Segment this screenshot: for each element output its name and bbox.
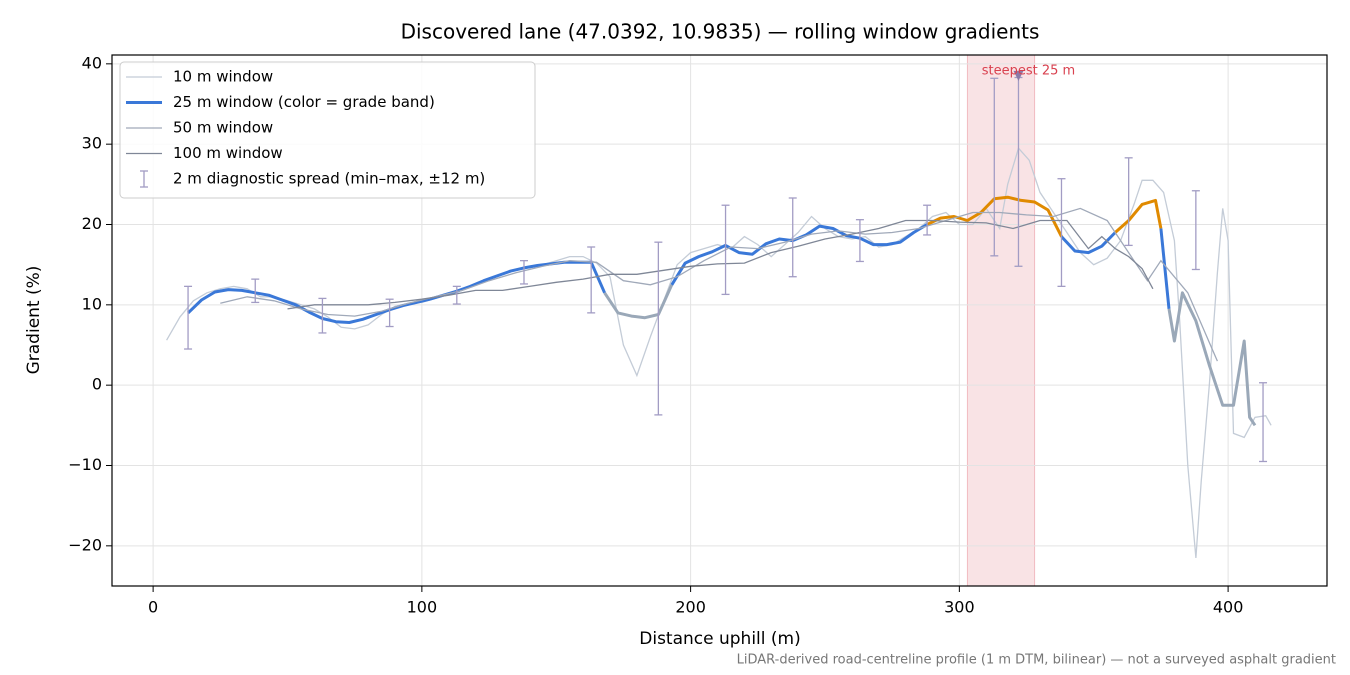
error-bar [587, 246, 596, 314]
legend-label: 100 m window [173, 144, 283, 162]
error-bar [721, 204, 730, 296]
x-tick-label: 100 [407, 598, 438, 617]
error-bar [788, 197, 797, 278]
legend-label: 25 m window (color = grade band) [173, 93, 435, 111]
error-bar [990, 77, 999, 257]
error-bar [251, 278, 260, 304]
error-bar [519, 260, 528, 285]
series-line [287, 219, 1154, 310]
steepest-marker [1013, 70, 1024, 81]
series-line-segment [1159, 228, 1171, 310]
legend: 10 m window 25 m window (color = grade ba… [119, 61, 536, 199]
series-line-segment [187, 260, 606, 324]
legend-label: 2 m diagnostic spread (min–max, ±12 m) [173, 170, 485, 188]
y-tick-label: 20 [82, 214, 102, 233]
legend-box [119, 61, 536, 199]
highlight-span [966, 54, 1036, 587]
plot-frame [111, 54, 1328, 587]
error-bar [385, 298, 394, 328]
series-line [220, 207, 1218, 362]
error-bar [1191, 190, 1200, 271]
series-line-segment [1060, 231, 1117, 255]
y-tick-label: 40 [82, 53, 102, 72]
series-line-segment [670, 223, 928, 286]
x-tick-label: 400 [1213, 598, 1244, 617]
x-axis-label: Distance uphill (m) [639, 629, 800, 649]
legend-label: 50 m window [173, 119, 273, 137]
series-line-segment [603, 284, 674, 320]
error-bar [452, 285, 461, 305]
y-axis-label: Gradient (%) [24, 266, 44, 375]
y-tick-label: 10 [82, 294, 102, 313]
error-bar [1057, 178, 1066, 288]
legend-label: 10 m window [173, 68, 273, 86]
y-tick-label: 0 [92, 375, 102, 394]
y-tick-label: 30 [82, 134, 102, 153]
error-bar [1259, 382, 1268, 463]
error-bar [923, 204, 932, 236]
x-tick-label: 300 [944, 598, 975, 617]
chart-title: Discovered lane (47.0392, 10.9835) — rol… [401, 20, 1040, 44]
highlight-label: steepest 25 m [982, 64, 1075, 79]
footnote: LiDAR-derived road-centreline profile (1… [737, 653, 1336, 668]
y-tick-label: −10 [68, 455, 102, 474]
series-line-segment [1114, 198, 1163, 234]
series-line [166, 146, 1272, 558]
error-bar [1124, 157, 1133, 247]
error-bar [318, 297, 327, 334]
x-tick-label: 0 [148, 598, 158, 617]
x-tick-label: 200 [675, 598, 706, 617]
y-tick-label: −20 [68, 535, 102, 554]
series-line-segment [1167, 291, 1257, 427]
error-bar [855, 219, 864, 263]
error-bar [184, 285, 193, 350]
error-bar [654, 241, 663, 416]
